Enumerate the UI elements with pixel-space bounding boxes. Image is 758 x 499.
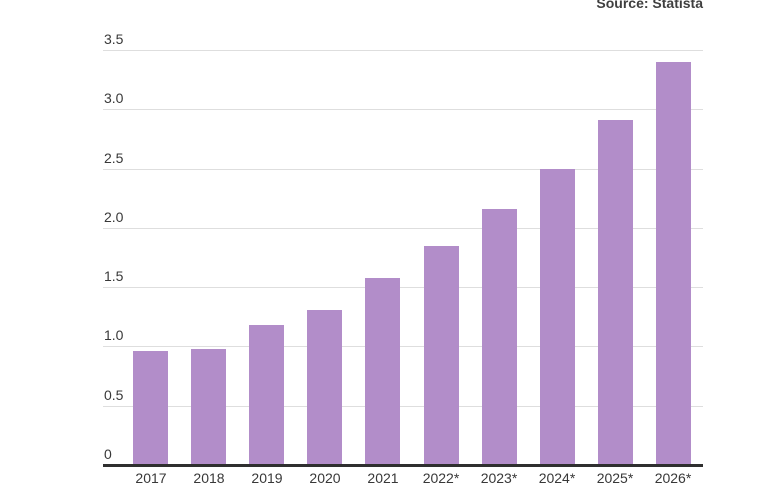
source-label: Source: Statista xyxy=(596,0,703,11)
bar-2019[interactable] xyxy=(249,325,284,465)
gridline-1.5 xyxy=(103,287,703,288)
bar-2023[interactable] xyxy=(482,209,517,465)
x-tick-label-2019: 2019 xyxy=(251,470,283,486)
gridline-2.5 xyxy=(103,169,703,170)
gridline-1.0 xyxy=(103,346,703,347)
x-tick-label-2023: 2023* xyxy=(480,470,518,486)
gridline-3.0 xyxy=(103,109,703,110)
y-tick-label-0.5: 0.5 xyxy=(104,387,124,403)
y-tick-label-3.5: 3.5 xyxy=(104,31,124,47)
x-tick-label-2018: 2018 xyxy=(193,470,225,486)
y-tick-label-2.5: 2.5 xyxy=(104,150,124,166)
x-tick-label-2022: 2022* xyxy=(422,470,460,486)
gridline-3.5 xyxy=(103,50,703,51)
bar-2022[interactable] xyxy=(424,246,459,465)
bar-2020[interactable] xyxy=(307,310,342,465)
bar-2025[interactable] xyxy=(598,120,633,465)
bar-2024[interactable] xyxy=(540,169,575,465)
y-tick-label-1.5: 1.5 xyxy=(104,268,124,284)
x-tick-label-2021: 2021 xyxy=(367,470,399,486)
x-tick-label-2024: 2024* xyxy=(538,470,576,486)
x-axis-baseline xyxy=(103,464,703,467)
y-tick-label-0: 0 xyxy=(104,446,112,462)
x-tick-label-2026: 2026* xyxy=(654,470,692,486)
bar-2021[interactable] xyxy=(365,278,400,465)
bar-2018[interactable] xyxy=(191,349,226,465)
y-tick-label-2.0: 2.0 xyxy=(104,209,124,225)
bar-2026[interactable] xyxy=(656,62,691,465)
x-tick-label-2020: 2020 xyxy=(309,470,341,486)
bar-2017[interactable] xyxy=(133,351,168,465)
x-tick-label-2025: 2025* xyxy=(596,470,634,486)
y-tick-label-1.0: 1.0 xyxy=(104,327,124,343)
gridline-0.5 xyxy=(103,406,703,407)
gridline-2.0 xyxy=(103,228,703,229)
x-tick-label-2017: 2017 xyxy=(135,470,167,486)
y-tick-label-3.0: 3.0 xyxy=(104,90,124,106)
